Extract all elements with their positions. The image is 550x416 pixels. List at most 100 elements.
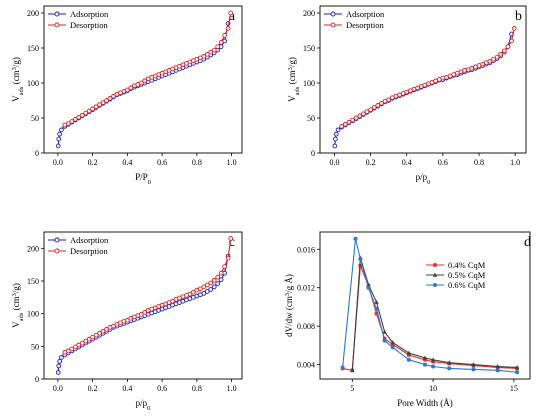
y-tick-label: 0.004 — [297, 361, 315, 370]
data-point — [431, 364, 436, 369]
x-axis-label: p/p0 — [136, 398, 151, 412]
data-point — [114, 321, 120, 327]
data-point — [514, 365, 520, 370]
data-point — [430, 357, 436, 362]
data-point — [59, 355, 64, 360]
y-tick-label: 0 — [311, 149, 315, 158]
y-axis-label-unit-sup: 3 — [287, 67, 294, 70]
data-point — [447, 366, 452, 371]
data-point — [366, 285, 371, 290]
legend-label: 0.5% CqM — [448, 270, 486, 280]
data-point — [382, 338, 387, 343]
data-point — [215, 274, 221, 280]
data-point — [97, 330, 102, 336]
x-tick-label: 0.0 — [329, 158, 339, 167]
y-tick-label: 200 — [27, 244, 39, 253]
plot-frame — [319, 231, 531, 380]
data-point — [204, 289, 210, 294]
data-point — [218, 277, 224, 283]
x-tick-label: 0.4 — [402, 158, 412, 167]
panel-c: 0.0 0.2 0.4 0.6 0.8 1.0 0 50 100 150 200 p/p0 Vads (… — [11, 231, 243, 412]
data-point — [358, 263, 363, 268]
data-point — [201, 291, 207, 296]
legend-marker — [54, 22, 60, 28]
y-tick-label: 50 — [31, 114, 39, 123]
data-point — [131, 83, 137, 89]
data-point — [218, 40, 224, 45]
data-point — [339, 124, 345, 129]
x-tick-label: 0.0 — [53, 158, 63, 167]
y-axis-label-unit: (cm — [287, 70, 297, 86]
data-point — [406, 350, 412, 355]
y-tick-label: 200 — [303, 9, 315, 18]
data-point — [72, 344, 78, 350]
x-tick-label: 0.2 — [366, 158, 376, 167]
data-point — [374, 306, 379, 311]
y-axis-label-unit: (cm — [11, 296, 21, 312]
data-point — [100, 328, 106, 334]
data-point — [353, 236, 358, 241]
data-point — [374, 311, 379, 316]
data-point — [335, 127, 341, 133]
data-point — [218, 270, 224, 276]
data-point — [142, 310, 148, 315]
y-axis-label-main: V — [287, 95, 297, 102]
x-axis-label-sub: 0 — [147, 405, 150, 412]
data-point — [173, 296, 179, 302]
y-axis-label-unit-sup: 3 — [11, 67, 18, 70]
legend-label: Desorption — [70, 20, 109, 30]
data-point — [93, 332, 99, 338]
y-axis-label: Vads (cm3/g) — [11, 283, 25, 328]
data-point — [204, 51, 210, 57]
legend-marker — [54, 237, 60, 243]
x-axis-label: p/p0 — [416, 172, 431, 186]
x-tick-label: 1.0 — [227, 158, 237, 167]
plot-frame — [319, 5, 527, 154]
data-point — [498, 51, 504, 57]
y-tick-label: 50 — [31, 342, 39, 351]
data-point — [222, 264, 227, 269]
legend-label: Desorption — [70, 246, 109, 256]
y-axis-label-sub: ads — [294, 86, 301, 95]
data-point — [90, 334, 95, 340]
x-tick-label: 0.4 — [122, 384, 132, 393]
panel-a: 0.0 0.2 0.4 0.6 0.8 1.0 0 50 100 150 200 P/P0 Vads (… — [11, 5, 243, 186]
y-axis-label-end: /g Å) — [284, 274, 294, 293]
plot-frame — [43, 231, 243, 380]
data-point — [382, 98, 388, 104]
data-point — [495, 364, 500, 369]
x-tick-label: 0.6 — [438, 158, 448, 167]
y-axis-label: Vads (cm3/g) — [287, 57, 301, 102]
legend-marker — [330, 22, 336, 28]
data-point — [62, 349, 68, 355]
data-point — [215, 44, 221, 49]
data-point — [104, 326, 109, 332]
plot-frame — [43, 5, 243, 154]
x-tick-label: 0.2 — [88, 158, 98, 167]
x-tick-label: 0.8 — [192, 384, 202, 393]
data-point — [390, 342, 395, 347]
y-tick-label: 150 — [303, 44, 315, 53]
y-axis-label: Vads (cm3/g) — [11, 57, 25, 102]
data-point — [86, 336, 92, 342]
x-tick-label: 0.0 — [53, 384, 63, 393]
legend-label: Adsorption — [346, 9, 385, 19]
y-axis-label-main: V — [11, 95, 21, 102]
data-point — [491, 56, 496, 62]
data-point — [368, 107, 373, 112]
data-point — [90, 106, 95, 112]
data-point — [97, 102, 102, 108]
data-point — [361, 111, 366, 117]
y-tick-label: 100 — [303, 79, 315, 88]
data-point — [375, 103, 381, 108]
data-point — [505, 44, 511, 49]
y-tick-label: 0.008 — [297, 322, 315, 331]
x-tick-label: 1.0 — [227, 384, 237, 393]
data-point — [374, 299, 379, 304]
x-tick-label: 0.4 — [122, 158, 132, 167]
data-point — [358, 256, 363, 261]
y-axis-label-main: dV/dw (cm — [284, 296, 294, 337]
